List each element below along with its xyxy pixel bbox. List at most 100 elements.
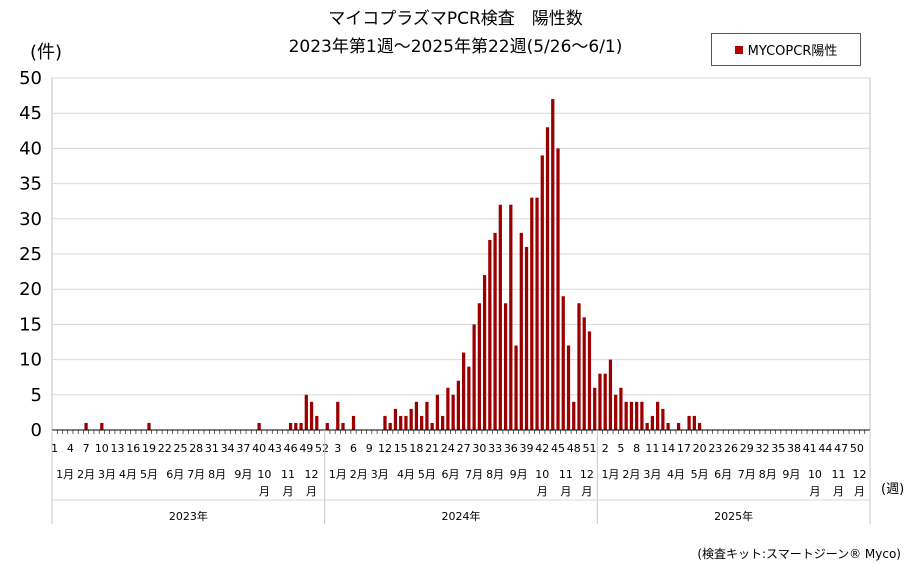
week-tick-label: 14 [661, 442, 675, 455]
bar [619, 387, 623, 430]
y-axis-unit: (件) [30, 42, 63, 63]
week-tick-label: 31 [205, 442, 219, 455]
bar [498, 204, 502, 430]
month-label: 6月 [442, 468, 460, 481]
bar [645, 422, 649, 430]
year-label: 2024年 [442, 509, 481, 523]
month-label: 月 [537, 485, 548, 498]
bar [551, 99, 555, 431]
y-tick-label: 0 [31, 420, 42, 441]
bar [399, 415, 403, 430]
month-label: 4月 [397, 468, 415, 481]
month-label: 11 [559, 468, 573, 481]
bar [441, 415, 445, 430]
chart-title: マイコプラズマPCR検査 陽性数 [328, 9, 583, 29]
week-tick-label: 11 [645, 442, 659, 455]
month-label: 1月 [601, 468, 619, 481]
bar [676, 422, 681, 430]
bar [341, 422, 345, 430]
week-tick-label: 28 [189, 442, 203, 455]
bar [519, 232, 523, 430]
week-tick-label: 24 [441, 442, 455, 455]
week-tick-label: 48 [567, 442, 581, 455]
month-label: 10 [535, 468, 549, 481]
week-tick-label: 30 [472, 442, 486, 455]
week-tick-label: 49 [299, 442, 313, 455]
week-tick-label: 25 [173, 442, 187, 455]
month-label: 月 [259, 485, 270, 498]
month-label: 4月 [119, 468, 137, 481]
bar [383, 415, 387, 430]
month-label: 11 [281, 468, 295, 481]
bar [624, 401, 628, 430]
month-label: 2月 [622, 468, 640, 481]
month-label: 5月 [418, 468, 436, 481]
bar [482, 275, 487, 430]
week-tick-label: 41 [803, 442, 817, 455]
week-tick-label: 43 [268, 442, 282, 455]
week-tick-label: 17 [677, 442, 691, 455]
week-tick-label: 34 [221, 442, 235, 455]
bar [446, 387, 450, 430]
week-tick-label: 19 [142, 442, 156, 455]
bar [404, 415, 408, 430]
month-label: 6月 [714, 468, 732, 481]
y-tick-label: 10 [19, 350, 42, 371]
month-label: 9月 [234, 468, 252, 481]
bar [257, 422, 261, 430]
week-tick-label: 32 [756, 442, 770, 455]
y-tick-label: 35 [19, 174, 42, 195]
y-tick-label: 30 [19, 209, 42, 230]
week-tick-label: 42 [535, 442, 549, 455]
bar [603, 373, 607, 430]
year-label: 2025年 [714, 509, 753, 523]
month-label: 7月 [738, 468, 756, 481]
month-label: 5月 [691, 468, 709, 481]
week-tick-label: 44 [818, 442, 832, 455]
week-tick-label: 20 [693, 442, 707, 455]
bar [572, 401, 576, 430]
bar [661, 408, 665, 430]
bar [640, 401, 644, 430]
bar [692, 415, 696, 430]
bar [530, 197, 534, 430]
bar [461, 352, 466, 430]
week-tick-label: 21 [425, 442, 439, 455]
y-tick-label: 40 [19, 138, 42, 159]
bar [467, 366, 471, 430]
bar [477, 303, 481, 430]
bar [697, 422, 702, 430]
bar [304, 394, 308, 430]
week-tick-label: 47 [834, 442, 848, 455]
bar [315, 415, 319, 430]
bar [420, 415, 424, 430]
week-tick-label: 50 [850, 442, 864, 455]
month-label: 2月 [77, 468, 95, 481]
week-tick-label: 22 [158, 442, 172, 455]
month-label: 5月 [140, 468, 158, 481]
bar [566, 345, 571, 430]
bar [430, 422, 434, 430]
week-tick-label: 8 [633, 442, 640, 455]
bar [509, 204, 513, 430]
bar [435, 394, 440, 430]
bar [608, 359, 613, 430]
month-label: 月 [581, 485, 592, 498]
bar [593, 387, 597, 430]
bar [294, 422, 298, 430]
month-label: 6月 [166, 468, 184, 481]
week-tick-label: 52 [315, 442, 329, 455]
week-tick-label: 9 [366, 442, 373, 455]
y-tick-label: 20 [19, 279, 42, 300]
week-tick-label: 10 [95, 442, 109, 455]
bar [493, 232, 497, 430]
month-label: 11 [832, 468, 846, 481]
bar [540, 155, 544, 430]
bar [414, 401, 419, 430]
bar [84, 422, 88, 430]
bar [556, 148, 560, 430]
source-note: (検査キット:スマートジーン® Myco) [697, 547, 901, 561]
month-label: 1月 [56, 468, 74, 481]
month-label: 8月 [486, 468, 504, 481]
bar [309, 401, 314, 430]
